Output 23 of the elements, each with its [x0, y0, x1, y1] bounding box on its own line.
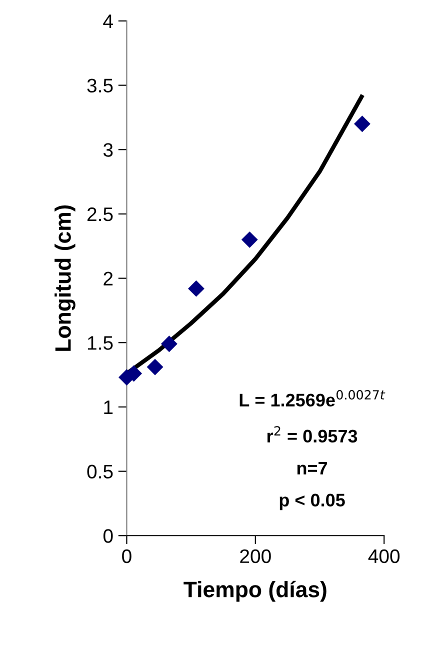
y-tick-label: 1	[104, 400, 113, 414]
y-tick-label: 0	[103, 529, 113, 543]
annotation: L = 1.2569e$^{0.0027t}$	[240, 390, 386, 407]
y-tick-label: 3.5	[87, 78, 113, 92]
point	[354, 116, 370, 132]
y-axis-title: Longitud (cm)	[54, 205, 76, 351]
x-tick-label: 400	[368, 549, 400, 564]
y-tick-label: 0.5	[87, 464, 113, 479]
y-tick-label: 3	[103, 143, 113, 157]
y-tick-label: 1.5	[88, 336, 113, 350]
y-tick-label: 2.5	[87, 207, 113, 222]
point	[241, 231, 258, 248]
point	[146, 358, 164, 376]
y-tick-label: 4	[103, 14, 113, 28]
x-axis-title: Tiempo (días)	[184, 580, 326, 602]
x-tick-label: 0	[122, 549, 132, 564]
annotation: n=7	[297, 462, 328, 474]
x-tick-label: 200	[240, 549, 271, 564]
point	[188, 280, 204, 297]
y-tick-label: 2	[104, 272, 113, 286]
annotation: r$^{2}$ = 0.9573	[267, 426, 358, 443]
point	[160, 336, 178, 352]
annotation: p < 0.05	[280, 494, 345, 510]
